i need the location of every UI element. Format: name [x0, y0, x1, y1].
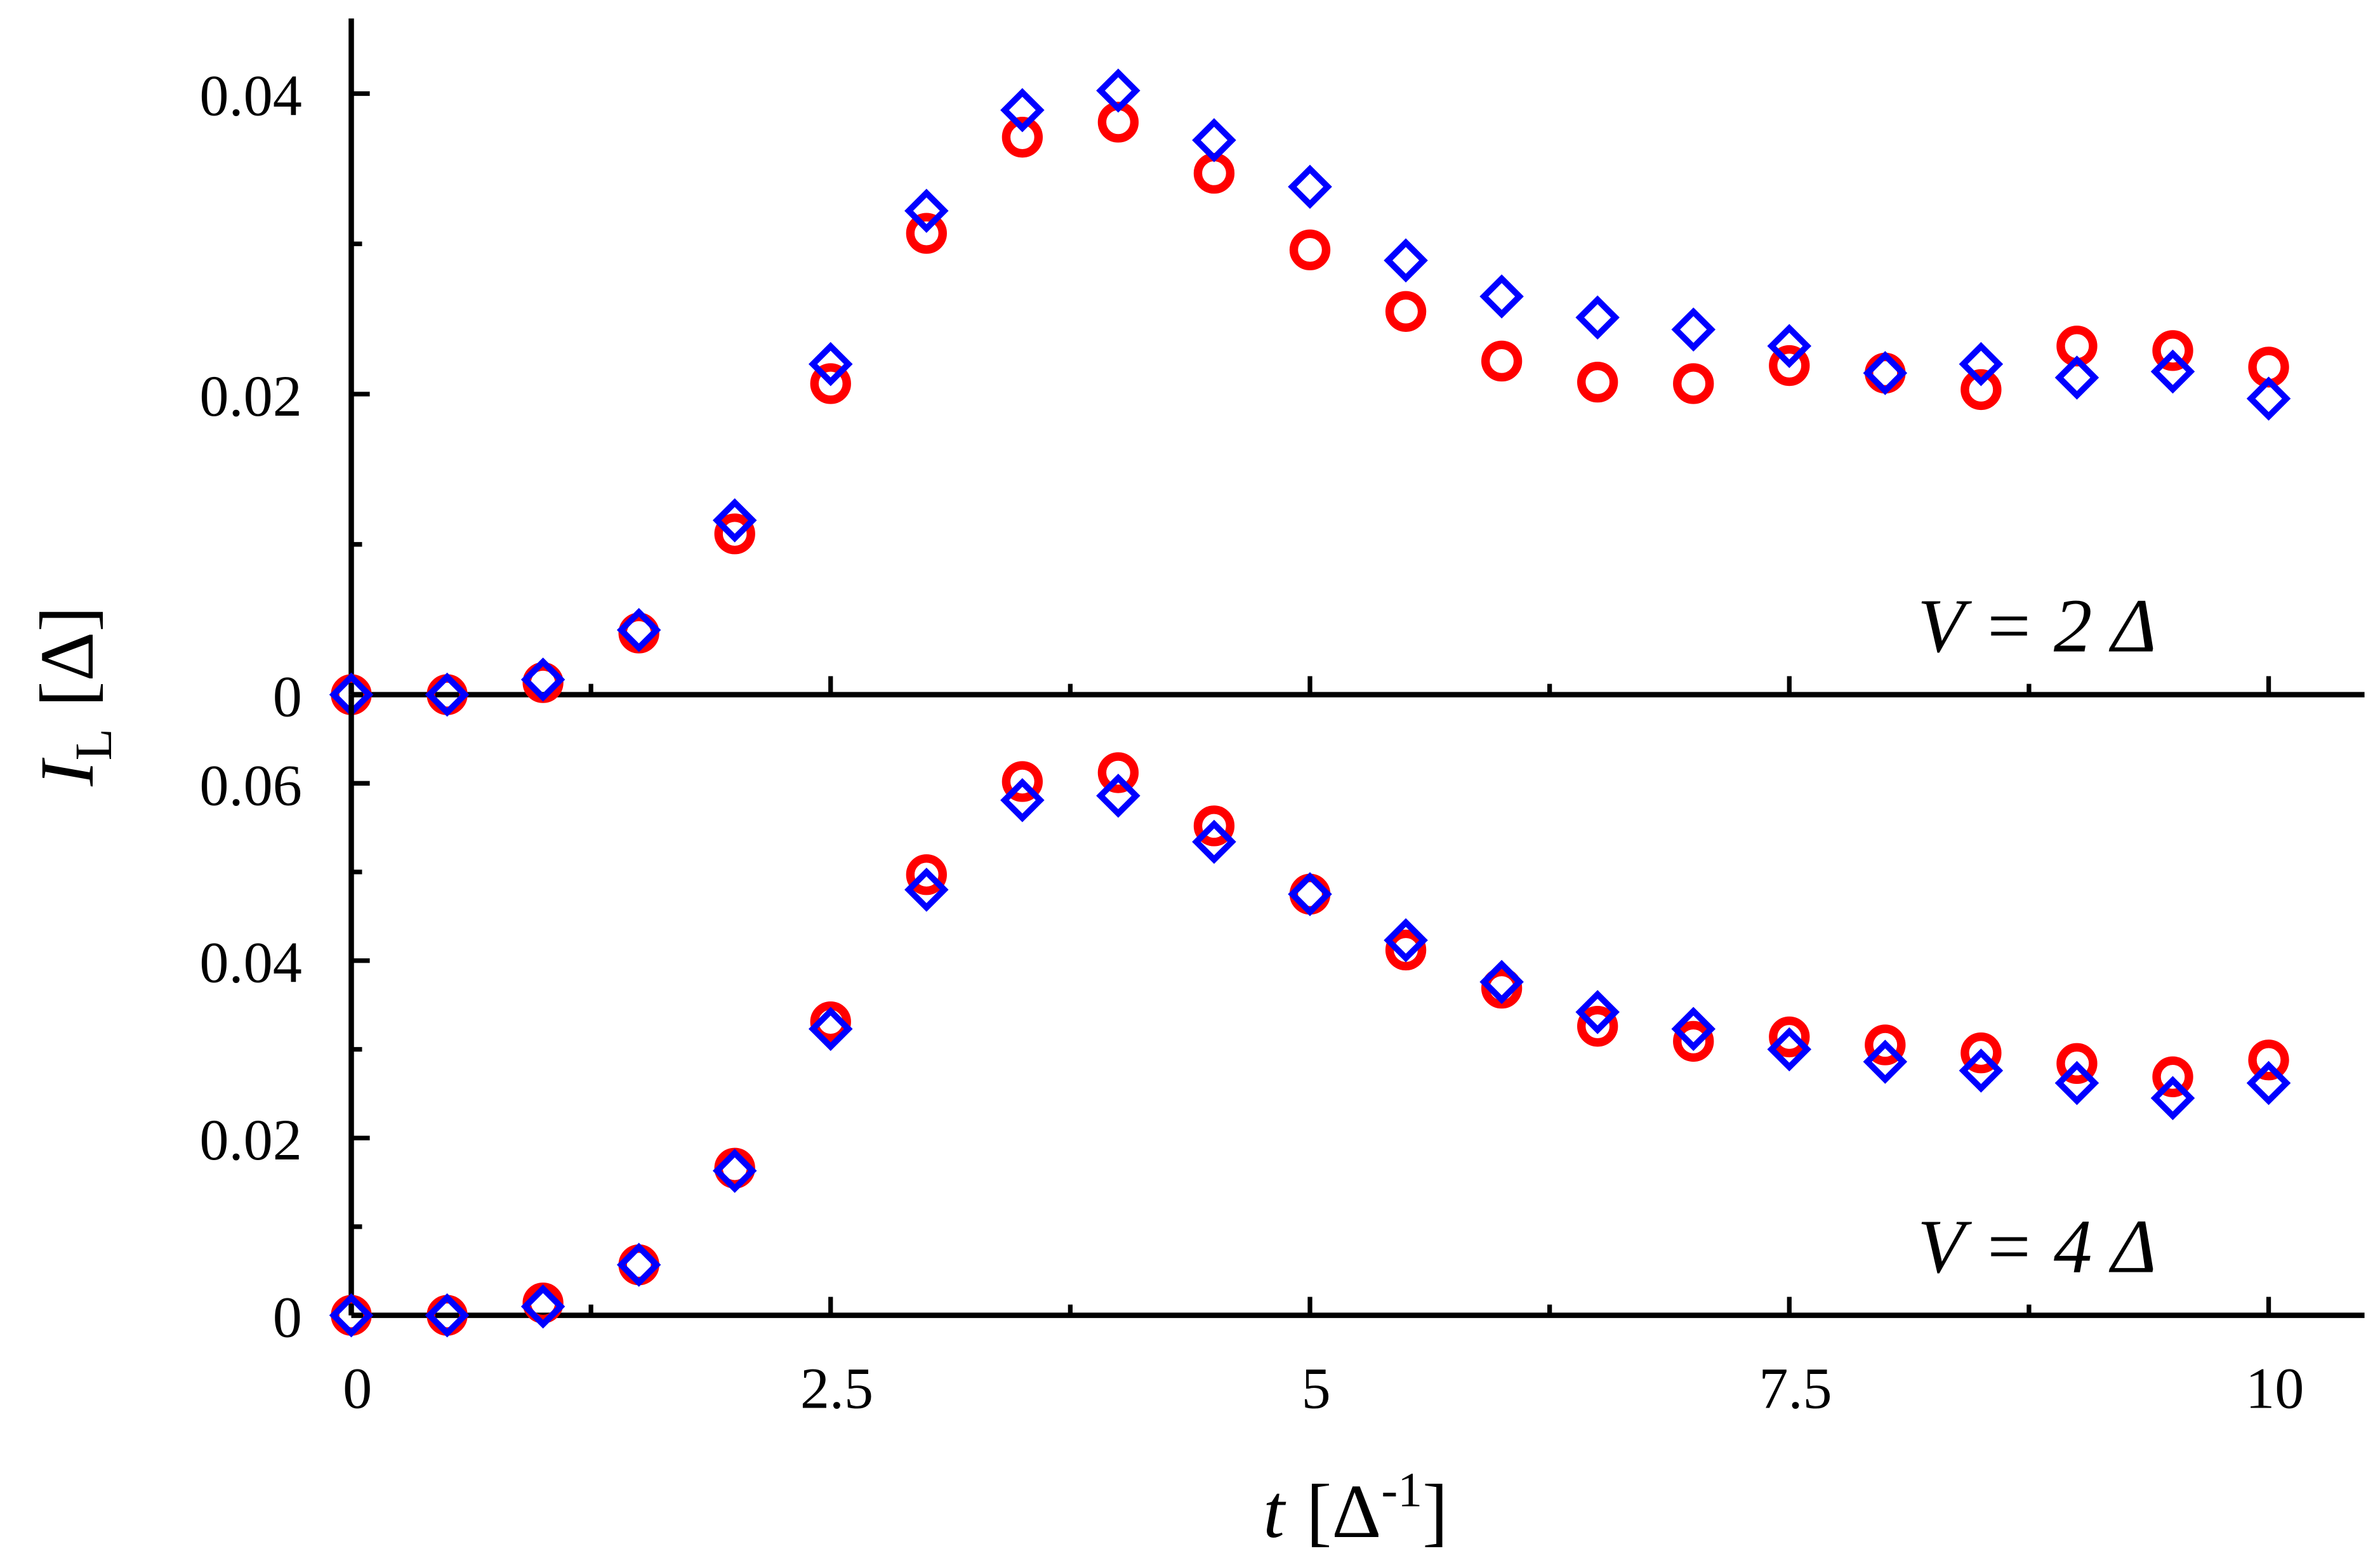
point — [1385, 291, 1427, 332]
point — [1192, 118, 1236, 162]
point — [2150, 1076, 2195, 1121]
point — [1002, 761, 1043, 802]
point — [906, 854, 947, 895]
point — [810, 363, 851, 404]
x-label-unit: [Δ — [1306, 1469, 1381, 1551]
point — [1575, 990, 1620, 1034]
point — [1769, 1016, 1810, 1058]
point — [712, 498, 757, 543]
y-tick-label: 0 — [273, 664, 302, 729]
x-tick-label: 10 — [2245, 1356, 2304, 1420]
y-tick-label: 0.06 — [199, 753, 301, 817]
point — [1000, 778, 1045, 822]
point — [1385, 929, 1427, 971]
point — [618, 1244, 659, 1286]
annotation: V = 2 Δ — [1917, 584, 2157, 669]
point — [904, 868, 949, 912]
point — [714, 513, 755, 555]
point — [808, 1006, 853, 1052]
point — [1192, 819, 1236, 864]
point — [1577, 1006, 1618, 1047]
point — [712, 1149, 757, 1193]
y-tick-label: 0.04 — [199, 63, 301, 128]
point — [329, 1293, 374, 1338]
x-label-symbol: t — [1263, 1469, 1286, 1551]
point — [1769, 345, 1810, 386]
point — [2248, 1040, 2289, 1081]
point — [904, 188, 949, 233]
point — [2246, 1060, 2291, 1106]
point — [1960, 369, 2002, 411]
point — [520, 657, 565, 702]
point — [1673, 1020, 1714, 1062]
point — [1481, 967, 1523, 1009]
point — [1289, 873, 1331, 915]
x-label-superscript: -1 — [1381, 1463, 1422, 1517]
point — [1959, 341, 2004, 386]
y-label-unit: [Δ] — [25, 606, 110, 707]
point — [1575, 295, 1620, 340]
point — [1288, 164, 1332, 209]
point — [906, 213, 947, 254]
y-label-subscript: L — [64, 729, 122, 760]
y-label-symbol: I — [25, 757, 110, 787]
point — [2152, 1056, 2193, 1097]
annotation: V = 4 Δ — [1917, 1204, 2157, 1290]
point — [1865, 1024, 1906, 1066]
point — [1479, 960, 1524, 1005]
point — [1000, 88, 1045, 133]
point — [1863, 351, 1908, 395]
point — [2152, 330, 2193, 371]
x-label-close: ] — [1422, 1469, 1448, 1551]
point — [2054, 355, 2099, 400]
point — [2054, 1060, 2099, 1106]
y-tick-label: 0.04 — [199, 930, 301, 995]
point — [425, 1293, 470, 1338]
point — [1288, 872, 1332, 916]
point — [1097, 752, 1139, 793]
point — [1479, 274, 1524, 319]
point — [1577, 361, 1618, 403]
point — [2246, 376, 2291, 421]
point — [1671, 307, 1716, 352]
point — [1193, 805, 1235, 847]
point — [1959, 1048, 2004, 1093]
point — [1767, 1027, 1812, 1072]
x-axis-label: t [Δ-1] — [1263, 1463, 1448, 1551]
point — [1096, 774, 1140, 818]
point — [1289, 229, 1331, 270]
point — [1960, 1032, 2002, 1074]
point — [1384, 238, 1428, 283]
point — [1481, 340, 1523, 382]
point — [1096, 68, 1140, 113]
x-tick-label: 5 — [1302, 1356, 1331, 1420]
point — [520, 1284, 565, 1329]
point — [2150, 349, 2195, 394]
point — [1863, 1040, 1908, 1084]
x-tick-label: 0 — [343, 1356, 372, 1420]
y-tick-label: 0 — [273, 1285, 302, 1350]
point — [1767, 324, 1812, 369]
point — [425, 672, 470, 717]
point — [1384, 918, 1428, 963]
point — [1002, 117, 1043, 158]
point — [1673, 363, 1714, 404]
point — [1865, 352, 1906, 394]
point — [808, 341, 853, 386]
x-tick-label: 7.5 — [1759, 1356, 1832, 1420]
y-tick-label: 0.02 — [199, 364, 301, 428]
point — [616, 1243, 661, 1287]
point — [1671, 1006, 1716, 1052]
point — [2056, 1043, 2098, 1085]
point — [810, 1001, 851, 1043]
y-axis-label: IL [Δ] — [25, 606, 122, 787]
point — [616, 607, 661, 652]
x-tick-label: 2.5 — [800, 1356, 873, 1420]
y-tick-label: 0.02 — [199, 1107, 301, 1172]
